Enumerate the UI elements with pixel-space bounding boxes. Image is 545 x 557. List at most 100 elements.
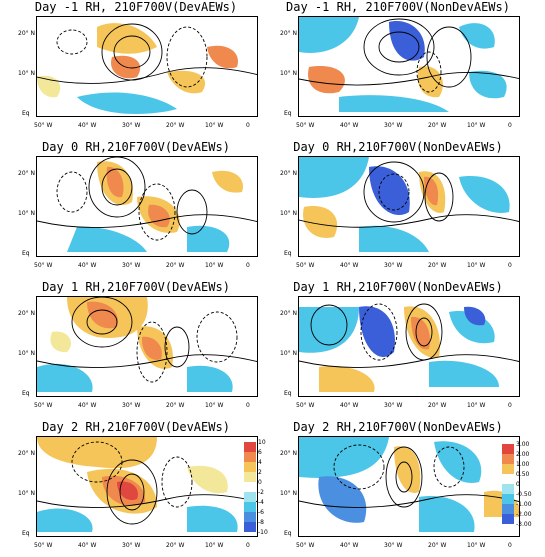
x-label: 10° W (467, 262, 486, 269)
colorbar-label: -3.00 (516, 521, 532, 528)
panel-day0-nondev: Day 0 RH,210F700V(NonDevAEWs) 20° N 10° … (262, 140, 534, 277)
colorbar-swatch (244, 482, 256, 492)
x-label: 20° W (428, 262, 447, 269)
panel-title: Day -1 RH, 210F700V(NonDevAEWs) (286, 0, 510, 14)
colorbar-label: 0 (516, 481, 520, 488)
y-label: Eq (284, 530, 292, 537)
x-label: 30° W (384, 122, 403, 129)
y-label: 20° N (18, 30, 36, 37)
colorbar-swatch (502, 444, 514, 454)
x-label: 30° W (122, 402, 141, 409)
x-label: 20° W (166, 122, 185, 129)
colorbar-label: 2 (258, 469, 262, 476)
x-label: 0 (508, 122, 512, 129)
y-label: 20° N (18, 450, 36, 457)
map-area (36, 296, 258, 397)
colorbar-label: 4 (258, 459, 262, 466)
x-label: 0 (508, 542, 512, 549)
x-label: 50° W (296, 542, 315, 549)
x-label: 10° W (205, 542, 224, 549)
colorbar-swatch (244, 462, 256, 472)
colorbar-swatch (502, 454, 514, 464)
x-label: 0 (246, 262, 250, 269)
rh-map (299, 437, 519, 532)
rh-map (299, 157, 519, 252)
colorbar-label: -0.50 (516, 491, 532, 498)
y-label: Eq (284, 250, 292, 257)
map-area (298, 296, 520, 397)
colorbar-label: 2.00 (516, 451, 530, 458)
y-label: 20° N (18, 170, 36, 177)
x-label: 10° W (467, 122, 486, 129)
colorbar-swatch (244, 492, 256, 502)
y-label: 10° N (280, 490, 298, 497)
map-area (298, 436, 520, 537)
colorbar-label: -8 (258, 519, 264, 526)
y-label: 10° N (280, 350, 298, 357)
y-label: Eq (22, 110, 30, 117)
y-label: 10° N (18, 350, 36, 357)
x-label: 10° W (467, 402, 486, 409)
colorbar-label: 3.00 (516, 441, 530, 448)
panel-title: Day 0 RH,210F700V(DevAEWs) (42, 140, 230, 154)
y-label: 10° N (18, 70, 36, 77)
panel-title: Day 1 RH,210F700V(NonDevAEWs) (293, 280, 503, 294)
y-label: 20° N (280, 170, 298, 177)
y-label: 20° N (280, 450, 298, 457)
colorbar-swatch (244, 502, 256, 512)
y-label: Eq (284, 110, 292, 117)
x-label: 20° W (166, 542, 185, 549)
rh-map (299, 17, 519, 112)
x-label: 50° W (34, 542, 53, 549)
x-label: 40° W (340, 262, 359, 269)
colorbar-label: -2 (258, 489, 264, 496)
rh-map (37, 23, 257, 114)
x-label: 0 (246, 402, 250, 409)
x-label: 20° W (428, 542, 447, 549)
x-label: 30° W (122, 542, 141, 549)
panel-title: Day 1 RH,210F700V(DevAEWs) (42, 280, 230, 294)
y-label: 10° N (280, 70, 298, 77)
colorbar-label: 6 (258, 449, 262, 456)
map-area (36, 16, 258, 117)
y-label: 20° N (18, 310, 36, 317)
colorbar-label: -6 (258, 509, 264, 516)
y-label: 20° N (280, 30, 298, 37)
x-label: 10° W (205, 262, 224, 269)
map-area (298, 16, 520, 117)
colorbar-dev: 10 6 4 2 0 -2 -4 -6 -8 -10 (244, 439, 268, 536)
colorbar-label: -1.00 (516, 501, 532, 508)
y-label: 20° N (280, 310, 298, 317)
colorbar-swatch (502, 464, 514, 474)
map-area (36, 156, 258, 257)
panel-day0-dev: Day 0 RH,210F700V(DevAEWs) 20° N (0, 140, 272, 277)
colorbar-swatch (502, 494, 514, 504)
rh-map (37, 297, 257, 392)
panel-day2-nondev: Day 2 RH,210F700V(NonDevAEWs) 20° N 10° … (262, 420, 534, 557)
colorbar-label: -4 (258, 499, 264, 506)
x-label: 10° W (205, 402, 224, 409)
colorbar-swatch (244, 442, 256, 452)
y-label: Eq (22, 530, 30, 537)
x-label: 30° W (122, 122, 141, 129)
panel-title: Day 2 RH,210F700V(NonDevAEWs) (293, 420, 503, 434)
x-label: 40° W (78, 122, 97, 129)
x-label: 0 (508, 402, 512, 409)
colorbar-swatch (244, 522, 256, 532)
colorbar-swatch (502, 484, 514, 494)
x-label: 40° W (340, 542, 359, 549)
colorbar-label: -10 (258, 529, 268, 536)
panel-title: Day 0 RH,210F700V(NonDevAEWs) (293, 140, 503, 154)
x-label: 50° W (296, 122, 315, 129)
x-label: 50° W (34, 402, 53, 409)
colorbar-swatch (502, 474, 514, 484)
x-label: 50° W (296, 262, 315, 269)
panel-day1-dev: Day 1 RH,210F700V(DevAEWs) 20° N (0, 280, 272, 417)
panel-day2-dev: Day 2 RH,210F700V(DevAEWs) 20° N 10° N (0, 420, 272, 557)
x-label: 40° W (78, 402, 97, 409)
colorbar-swatch (244, 472, 256, 482)
y-label: 10° N (280, 210, 298, 217)
y-label: Eq (22, 390, 30, 397)
x-label: 20° W (166, 402, 185, 409)
